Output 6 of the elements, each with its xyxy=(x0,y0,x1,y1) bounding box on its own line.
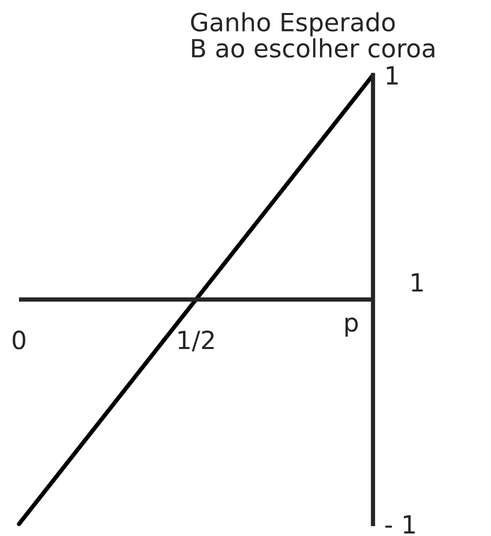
x-tick-label: 0 xyxy=(12,330,26,350)
y-tick-label: - 1 xyxy=(385,515,415,534)
x-tick-label: 1/2 xyxy=(178,330,214,352)
text: 1 xyxy=(412,273,423,292)
y-axis-title: Ganho Esperado B ao escolher coroa xyxy=(191,12,434,58)
x-axis-title: p xyxy=(346,317,358,337)
